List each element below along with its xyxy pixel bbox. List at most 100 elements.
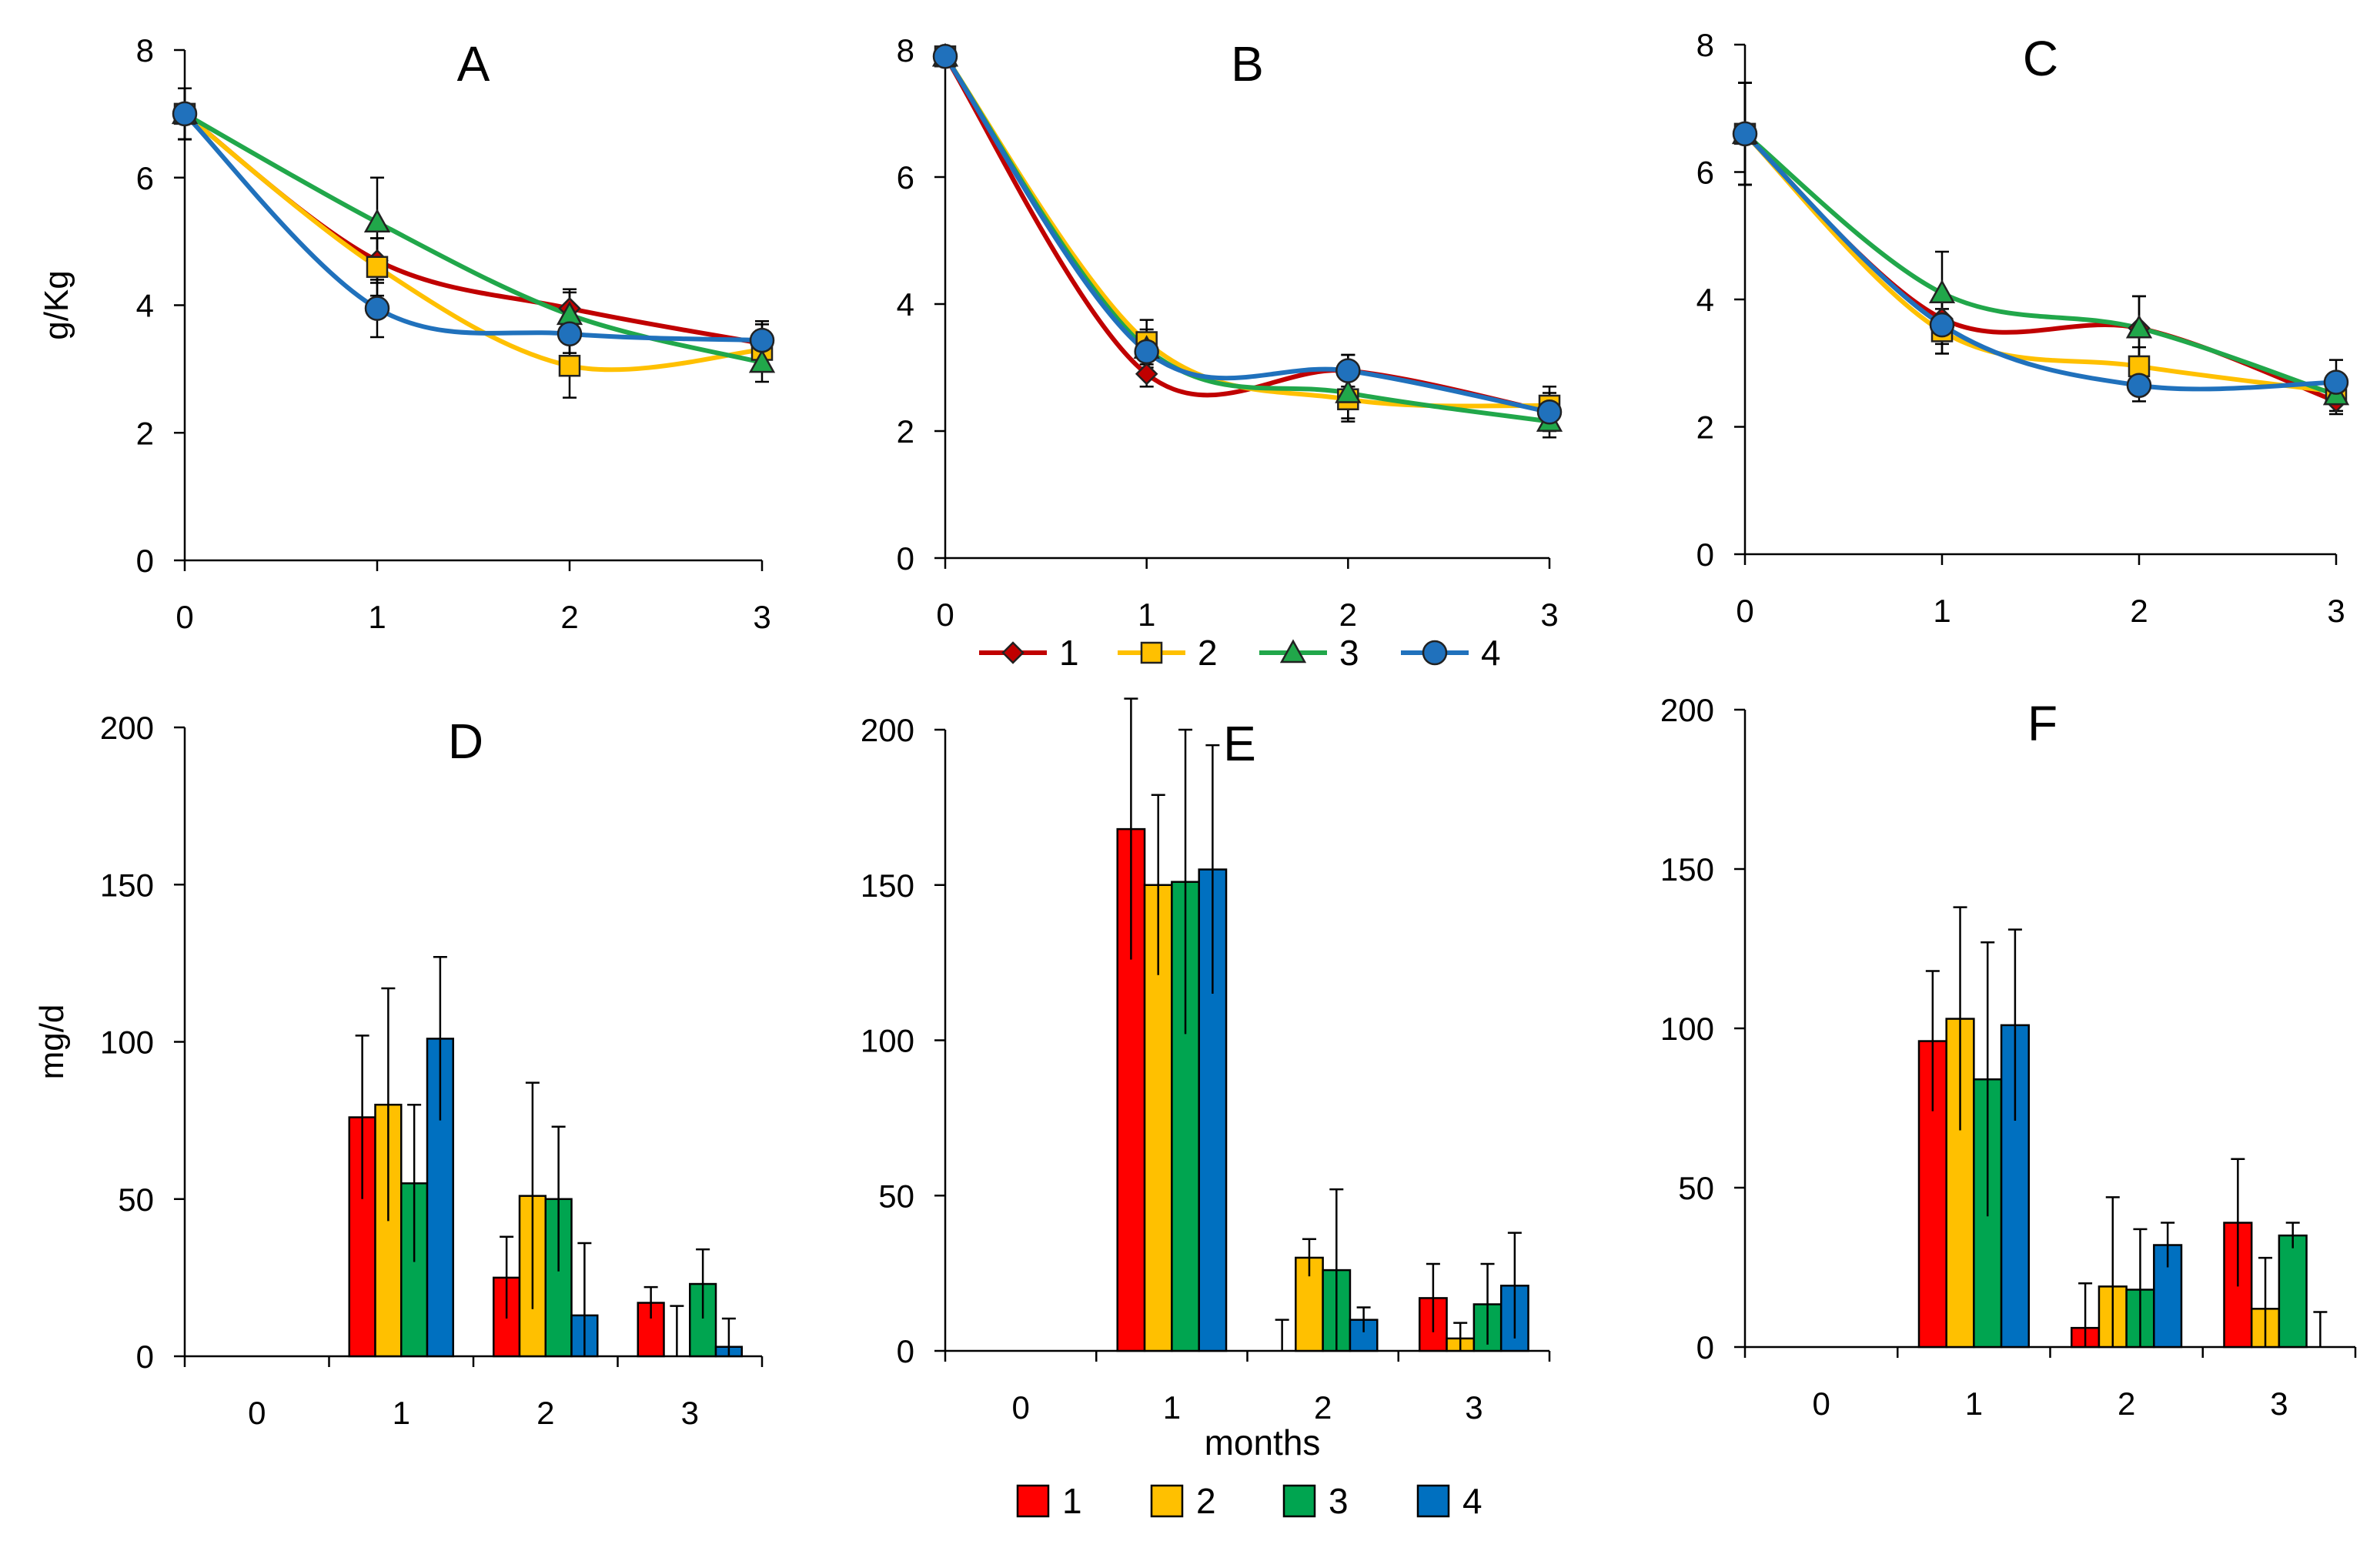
bar-legend-item-2: 2 [1150,1481,1216,1521]
series-4-point [932,44,958,69]
series-3-point [363,209,391,233]
y-tick-label: 0 [1696,537,1714,573]
series-4-line [182,112,763,343]
y-tick-label: 50 [878,1178,914,1214]
y-tick-label: 0 [897,540,914,577]
x-tick-label: 2 [2130,593,2148,629]
y-tick-label: 0 [1696,1329,1714,1366]
bar-legend-item-1: 1 [1016,1481,1082,1521]
series-2-point [366,256,389,279]
series-4-point [1536,399,1563,425]
x-tick-label: 2 [1339,597,1357,633]
series-3-point [2125,314,2153,339]
x-tick-label: 0 [1011,1389,1029,1426]
series-4-point [364,296,390,321]
line-legend-item-2: 2 [1118,633,1218,673]
line-legend-item-4: 4 [1401,633,1501,673]
y-tick-label: 6 [1696,155,1714,191]
series-3-line [943,55,1550,424]
y-tick-label: 150 [100,867,154,903]
x-tick-label: 1 [368,599,386,635]
y-tick-label: 0 [897,1333,914,1369]
legend-label-2: 2 [1198,633,1218,673]
y-tick-label: 0 [136,1339,154,1375]
panel-title: A [457,36,490,92]
legend-label-1: 1 [1059,633,1079,673]
series-3-line [1743,132,2337,397]
series-4-line [943,55,1550,415]
bar-series-3 [2278,1234,2308,1349]
series-1-line [183,112,763,346]
y-tick-label: 2 [897,413,914,450]
series-2-line [183,112,763,373]
legend-label-4: 4 [1462,1481,1482,1521]
legend-swatch-4 [1416,1484,1450,1518]
legend-swatch-3 [1282,1484,1316,1518]
y-tick-label: 200 [100,710,154,746]
y-axis-label: g/Kg [38,270,75,340]
series-3-point [1928,279,1956,303]
legend-marker-3 [1279,639,1307,664]
y-tick-label: 50 [1678,1170,1714,1206]
legend-label-2: 2 [1196,1481,1216,1521]
x-tick-label: 2 [1314,1389,1332,1426]
series-2-point [558,354,581,377]
panel-f-bar-chart: 0 50 100 150 200 0 1 2 3 F [1660,692,2357,1422]
legend-swatch-2 [1150,1484,1184,1518]
series-1-line [943,55,1550,415]
bar-legend-item-3: 3 [1282,1481,1349,1521]
y-tick-label: 0 [136,543,154,579]
bar-legend: 1 2 3 4 [1016,1481,1482,1521]
y-tick-label: 2 [1696,409,1714,446]
y-tick-label: 100 [1660,1011,1714,1047]
line-legend-item-1: 1 [979,633,1079,673]
x-tick-label: 1 [1138,597,1155,633]
panel-title: D [448,714,483,769]
x-tick-label: 3 [681,1395,699,1431]
panel-title: C [2023,31,2058,86]
series-4-point [1335,358,1361,383]
legend-marker-2 [1140,641,1163,664]
legend-swatch-1 [1016,1484,1050,1518]
y-tick-label: 100 [100,1025,154,1061]
x-tick-label: 0 [248,1395,266,1431]
x-tick-label: 1 [1965,1386,1983,1422]
legend-label-3: 3 [1329,1481,1349,1521]
panel-title: E [1223,716,1256,771]
series-4-point [2126,373,2152,398]
panel-b-line-chart: 0 2 4 6 8 0 1 2 3 B [897,32,1563,633]
series-4-point [557,321,583,347]
series-4-line [1743,132,2337,392]
y-tick-label: 4 [897,286,914,323]
series-3-point [1335,379,1362,403]
series-2-line [943,55,1550,409]
y-tick-label: 6 [136,160,154,196]
y-tick-label: 200 [1660,692,1714,728]
legend-label-4: 4 [1481,633,1501,673]
y-tick-label: 8 [1696,27,1714,63]
line-legend: 1 2 3 4 [979,633,1501,673]
y-tick-label: 150 [1660,851,1714,887]
x-tick-label: 1 [393,1395,410,1431]
series-3-point [748,349,776,373]
y-tick-label: 100 [861,1023,914,1059]
bar-legend-item-4: 4 [1416,1481,1482,1521]
x-tick-label: 2 [2118,1386,2135,1422]
x-tick-label: 0 [1812,1386,1830,1422]
legend-label-3: 3 [1339,633,1359,673]
y-tick-label: 6 [897,159,914,196]
y-tick-label: 4 [1696,282,1714,318]
panel-d-bar-chart: 0 50 100 150 200 0 1 2 3 Dmg/d [33,710,764,1431]
x-tick-label: 2 [560,599,578,635]
panel-a-line-chart: 0 2 4 6 8 0 1 2 3 Ag/Kg [38,32,776,635]
x-tick-label: 3 [1465,1389,1482,1426]
series-3-line [183,112,763,365]
panel-c-line-chart: 0 2 4 6 8 0 1 2 3 C [1696,27,2350,629]
series-4-point [2323,369,2349,395]
legend-label-1: 1 [1062,1481,1082,1521]
series-4-point [1134,339,1159,365]
y-tick-label: 8 [136,32,154,69]
x-tick-label: 0 [936,597,954,633]
